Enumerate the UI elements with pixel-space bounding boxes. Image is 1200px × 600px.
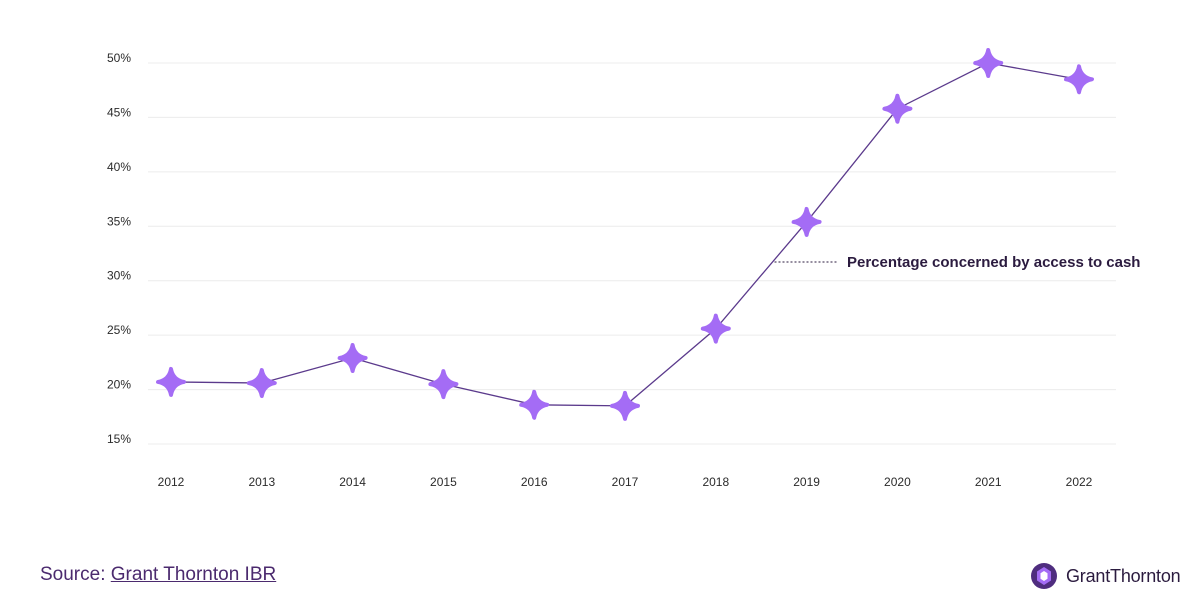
x-axis-tick-labels: 2012 2013 2014 2015 2016 2017 2018 2019 2020 2021… (158, 475, 1093, 489)
x-tick-label: 2017 (612, 475, 639, 489)
x-tick-label: 2022 (1066, 475, 1093, 489)
grant-thornton-logo-icon (1031, 563, 1057, 589)
series-annotation: Percentage concerned by access to cash (774, 254, 1140, 271)
data-point-marker (337, 343, 368, 374)
x-tick-label: 2015 (430, 475, 457, 489)
source-note: Source: Grant Thornton IBR (40, 564, 276, 586)
data-point-marker (610, 390, 640, 421)
source-link[interactable]: Grant Thornton IBR (110, 564, 277, 585)
y-tick-label: 20% (107, 378, 131, 392)
data-point-marker (428, 369, 459, 400)
x-tick-label: 2021 (975, 475, 1002, 489)
series-label: Percentage concerned by access to cash (847, 254, 1140, 271)
series-line-group (170, 62, 1080, 407)
y-tick-label: 40% (107, 160, 131, 174)
x-tick-label: 2014 (339, 475, 366, 489)
brand-logo: GrantThornton (1030, 562, 1181, 590)
x-tick-label: 2013 (248, 475, 275, 489)
data-point-marker (791, 206, 822, 237)
data-point-marker (156, 366, 186, 397)
y-tick-label: 30% (107, 269, 131, 283)
y-tick-label: 15% (107, 432, 131, 446)
series-line (170, 62, 1080, 407)
x-tick-label: 2020 (884, 475, 911, 489)
x-tick-label: 2018 (702, 475, 729, 489)
y-tick-label: 25% (107, 323, 131, 337)
y-tick-label: 50% (107, 51, 131, 65)
brand-name: GrantThornton (1066, 565, 1181, 586)
grid-lines (148, 62, 1116, 445)
x-tick-label: 2019 (793, 475, 820, 489)
data-point-marker (519, 389, 550, 420)
x-tick-label: 2012 (158, 475, 185, 489)
y-axis-tick-labels: 15% 20% 25% 30% 35% 40% 45% 50% (107, 51, 131, 446)
data-point-marker (246, 368, 277, 399)
data-point-marker (973, 48, 1004, 78)
y-tick-label: 35% (107, 214, 131, 228)
line-chart: 15%20%25%30%35%40%45%50% 2012 2013 2014 201… (107, 48, 1140, 489)
data-point-marker (882, 93, 913, 124)
data-point-marker (700, 313, 731, 344)
data-point-marker (1064, 64, 1094, 95)
series-markers (156, 48, 1094, 421)
y-tick-label: 45% (107, 105, 131, 119)
x-tick-label: 2016 (521, 475, 548, 489)
source-prefix: Source: (40, 564, 111, 585)
